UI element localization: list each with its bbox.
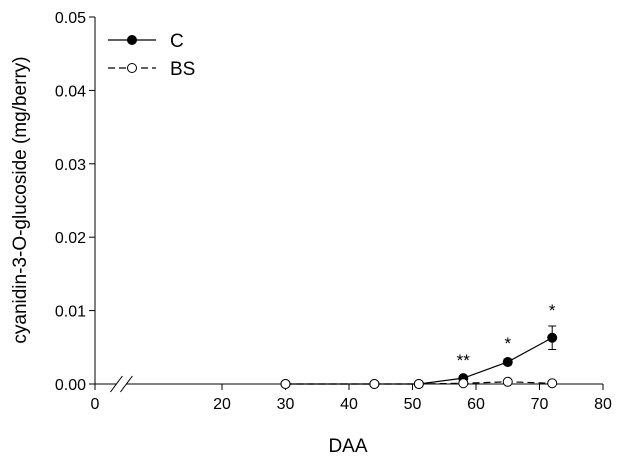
data-point (458, 378, 469, 389)
significance-marker: ** (457, 351, 471, 370)
legend-entry-c: C (108, 31, 184, 52)
x-tick-label: 30 (277, 396, 295, 413)
y-tick-label: 0.03 (55, 157, 86, 174)
significance-marker: * (549, 301, 556, 320)
legend-marker (127, 63, 137, 73)
annotations: **** (457, 301, 556, 370)
y-axis-title: cyanidin-3-O-glucoside (mg/berry) (10, 56, 31, 343)
y-tick-label: 0.04 (55, 83, 86, 100)
data-point (502, 356, 513, 367)
x-tick-label: 60 (467, 396, 485, 413)
y-tick-label: 0.02 (55, 230, 86, 247)
y-tick-label: 0.00 (55, 377, 86, 394)
data-point (502, 376, 513, 387)
legend-entry-bs: BS (108, 59, 195, 80)
y-tick-label: 0.01 (55, 304, 86, 321)
x-axis-title: DAA (328, 436, 367, 457)
x-tick-label: 40 (340, 396, 358, 413)
data-point (547, 378, 558, 389)
legend-marker (127, 35, 137, 45)
data-point (547, 332, 558, 343)
series-bs (280, 376, 558, 389)
series-line-c (285, 337, 553, 385)
x-tick-label: 0 (91, 396, 100, 413)
data-point (280, 379, 291, 389)
legend: C BS (108, 31, 195, 80)
x-tick-label: 20 (213, 396, 231, 413)
legend-label: C (170, 31, 184, 52)
data-point (413, 379, 424, 389)
series-line-bs (285, 381, 553, 385)
y-tick-label: 0.05 (55, 10, 86, 27)
legend-label: BS (170, 59, 195, 80)
axis-break-mark (110, 375, 123, 393)
x-tick-label: 50 (404, 396, 422, 413)
x-tick-label: 80 (594, 396, 612, 413)
ticks: 0.00 0.01 0.02 0.03 0.04 0.05 0 20 30 40 50 60 70 80 (55, 10, 612, 413)
data-point (369, 379, 380, 389)
x-tick-label: 70 (531, 396, 549, 413)
axis-break-mark (120, 375, 133, 393)
significance-marker: * (504, 334, 511, 353)
series-layer (280, 325, 558, 389)
